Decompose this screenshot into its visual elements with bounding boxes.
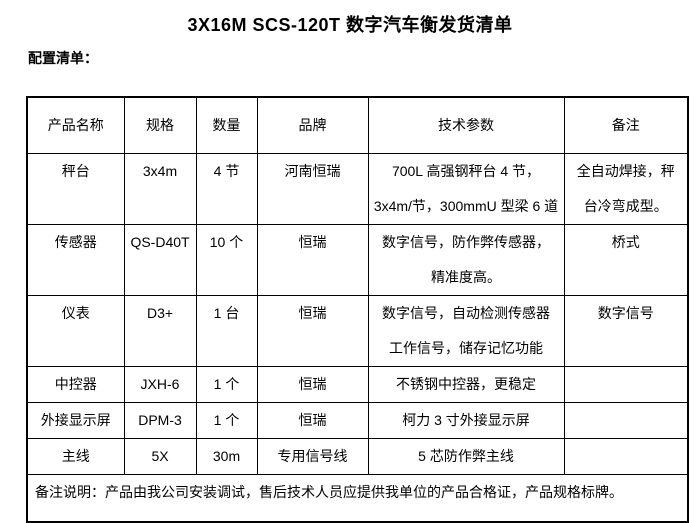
- table-row: 主线 5X 30m 专用信号线 5 芯防作弊主线: [26, 437, 689, 475]
- column-header-params: 技术参数: [367, 96, 565, 154]
- table-row: 传感器 QS-D40T 10 个 恒瑞 数字信号，防作弊传感器， 精准度高。 桥…: [26, 223, 689, 296]
- cell-note: 全自动焊接，秤 台冷弯成型。: [563, 152, 689, 225]
- column-header-brand: 品牌: [256, 96, 369, 154]
- cell-product-name: 秤台: [26, 152, 125, 225]
- shipping-list-table: 产品名称 规格 数量 品牌 技术参数 备注 秤台 3x4m 4 节 河南恒瑞 7…: [26, 96, 689, 523]
- cell-product-name: 主线: [26, 437, 125, 475]
- cell-spec: D3+: [123, 294, 197, 367]
- cell-spec: DPM-3: [123, 401, 197, 439]
- cell-params: 柯力 3 寸外接显示屏: [367, 401, 565, 439]
- cell-note: [563, 365, 689, 403]
- table-row: 中控器 JXH-6 1 个 恒瑞 不锈钢中控器，更稳定: [26, 365, 689, 403]
- cell-note: [563, 437, 689, 475]
- page-title: 3X16M SCS-120T 数字汽车衡发货清单: [187, 15, 513, 35]
- cell-brand: 恒瑞: [256, 401, 369, 439]
- footer-note: 备注说明：产品由我公司安装调试，售后技术人员应提供我单位的产品合格证，产品规格标…: [26, 473, 689, 523]
- column-header-product: 产品名称: [26, 96, 125, 154]
- cell-brand: 恒瑞: [256, 294, 369, 367]
- table-footer-note-row: 备注说明：产品由我公司安装调试，售后技术人员应提供我单位的产品合格证，产品规格标…: [26, 473, 689, 523]
- cell-product-name: 传感器: [26, 223, 125, 296]
- cell-qty: 1 个: [195, 401, 258, 439]
- cell-note: 数字信号: [563, 294, 689, 367]
- cell-brand: 恒瑞: [256, 365, 369, 403]
- cell-spec: 3x4m: [123, 152, 197, 225]
- cell-note: [563, 401, 689, 439]
- cell-product-name: 仪表: [26, 294, 125, 367]
- cell-qty: 10 个: [195, 223, 258, 296]
- cell-qty: 4 节: [195, 152, 258, 225]
- column-header-spec: 规格: [123, 96, 197, 154]
- cell-params: 700L 高强钢秤台 4 节， 3x4m/节，300mmU 型梁 6 道: [367, 152, 565, 225]
- cell-product-name: 外接显示屏: [26, 401, 125, 439]
- cell-spec: QS-D40T: [123, 223, 197, 296]
- config-list-label: 配置清单：: [28, 50, 98, 66]
- cell-product-name: 中控器: [26, 365, 125, 403]
- cell-params: 不锈钢中控器，更稳定: [367, 365, 565, 403]
- cell-brand: 恒瑞: [256, 223, 369, 296]
- table-header-row: 产品名称 规格 数量 品牌 技术参数 备注: [26, 96, 689, 154]
- cell-brand: 河南恒瑞: [256, 152, 369, 225]
- table-row: 仪表 D3+ 1 台 恒瑞 数字信号，自动检测传感器 工作信号，储存记忆功能 数…: [26, 294, 689, 367]
- cell-spec: 5X: [123, 437, 197, 475]
- table-row: 秤台 3x4m 4 节 河南恒瑞 700L 高强钢秤台 4 节， 3x4m/节，…: [26, 152, 689, 225]
- cell-params: 5 芯防作弊主线: [367, 437, 565, 475]
- cell-spec: JXH-6: [123, 365, 197, 403]
- cell-brand: 专用信号线: [256, 437, 369, 475]
- column-header-qty: 数量: [195, 96, 258, 154]
- cell-qty: 1 台: [195, 294, 258, 367]
- table-row: 外接显示屏 DPM-3 1 个 恒瑞 柯力 3 寸外接显示屏: [26, 401, 689, 439]
- cell-qty: 1 个: [195, 365, 258, 403]
- cell-params: 数字信号，自动检测传感器 工作信号，储存记忆功能: [367, 294, 565, 367]
- cell-qty: 30m: [195, 437, 258, 475]
- cell-note: 桥式: [563, 223, 689, 296]
- column-header-note: 备注: [563, 96, 689, 154]
- cell-params: 数字信号，防作弊传感器， 精准度高。: [367, 223, 565, 296]
